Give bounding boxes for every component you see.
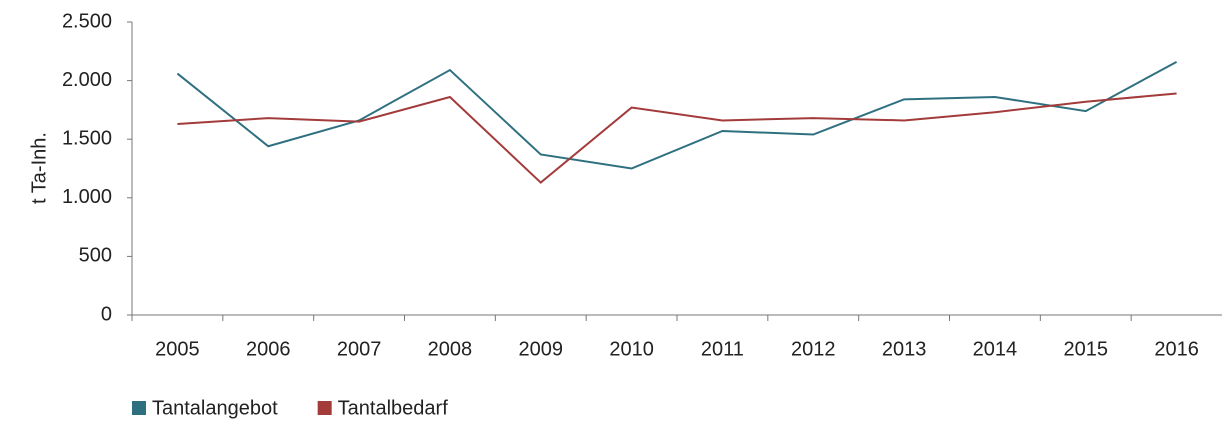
y-tick-label: 500 bbox=[79, 245, 112, 267]
legend-label: Tantalbedarf bbox=[338, 397, 449, 419]
legend-swatch bbox=[317, 401, 332, 415]
x-tick-label: 2016 bbox=[1154, 338, 1199, 360]
x-tick-label: 2010 bbox=[609, 338, 654, 360]
y-tick-label: 0 bbox=[101, 303, 112, 325]
y-tick-label: 2.000 bbox=[62, 69, 112, 91]
x-tick-label: 2009 bbox=[519, 338, 564, 360]
x-tick-label: 2006 bbox=[246, 338, 291, 360]
y-tick-label: 1.500 bbox=[62, 127, 112, 149]
series-line bbox=[176, 60, 1178, 170]
legend-label: Tantalangebot bbox=[152, 397, 278, 419]
y-tick-label: 2.500 bbox=[62, 10, 112, 32]
x-tick-label: 2005 bbox=[155, 338, 200, 360]
x-tick-label: 2014 bbox=[973, 338, 1018, 360]
y-axis-label: t Ta-Inh. bbox=[28, 132, 50, 204]
x-tick-label: 2012 bbox=[791, 338, 836, 360]
x-tick-label: 2008 bbox=[428, 338, 473, 360]
series-line bbox=[177, 92, 1177, 184]
x-tick-label: 2015 bbox=[1064, 338, 1109, 360]
legend-swatch bbox=[132, 401, 146, 415]
x-tick-label: 2007 bbox=[337, 338, 382, 360]
y-tick-label: 1.000 bbox=[62, 186, 112, 208]
x-tick-label: 2011 bbox=[701, 338, 744, 360]
x-tick-label: 2013 bbox=[882, 338, 927, 360]
